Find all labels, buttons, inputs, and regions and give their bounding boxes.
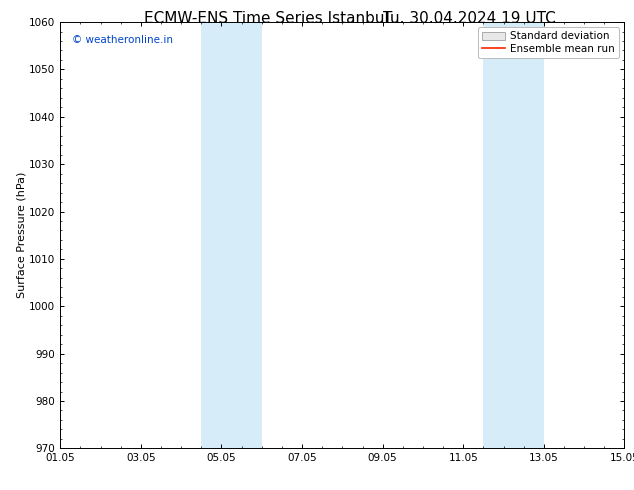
- Text: Tu. 30.04.2024 19 UTC: Tu. 30.04.2024 19 UTC: [383, 11, 555, 26]
- Bar: [202, 22, 262, 448]
- Y-axis label: Surface Pressure (hPa): Surface Pressure (hPa): [16, 172, 27, 298]
- Bar: [483, 22, 544, 448]
- Text: © weatheronline.in: © weatheronline.in: [72, 35, 172, 45]
- Text: ECMW-ENS Time Series Istanbul: ECMW-ENS Time Series Istanbul: [144, 11, 389, 26]
- Legend: Standard deviation, Ensemble mean run: Standard deviation, Ensemble mean run: [478, 27, 619, 58]
